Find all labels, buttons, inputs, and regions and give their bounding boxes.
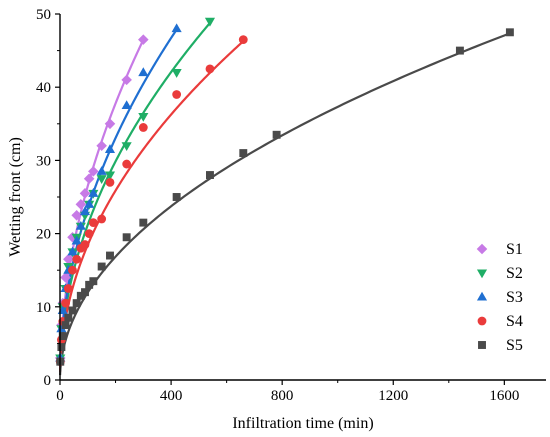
data-point-s4 (80, 240, 90, 249)
data-point-s4 (61, 298, 70, 308)
data-point-s5 (58, 332, 67, 341)
data-point-s3 (84, 199, 95, 208)
legend-label-s5: S5 (506, 337, 523, 354)
data-point-s1 (121, 74, 132, 86)
data-point-s3 (79, 206, 91, 216)
legend-marker-s4 (477, 316, 487, 326)
data-point-s4 (122, 159, 132, 169)
data-point-s2 (138, 112, 149, 122)
x-axis-title: Infiltration time (min) (232, 415, 373, 432)
data-point-s3 (71, 235, 82, 245)
data-point-s3 (138, 67, 149, 77)
data-point-s4 (172, 90, 182, 99)
data-point-s1 (79, 188, 91, 199)
data-point-s4 (68, 265, 77, 275)
data-point-s5 (81, 288, 89, 297)
y-tick-label: 50 (36, 7, 51, 23)
data-point-s3 (171, 23, 182, 33)
data-point-s4 (84, 229, 94, 239)
x-tick-label: 800 (271, 388, 294, 404)
legend-label-s4: S4 (506, 313, 523, 330)
data-point-s3 (88, 188, 99, 197)
y-tick-label: 10 (36, 300, 51, 316)
data-point-s5 (172, 193, 181, 201)
data-point-s4 (105, 177, 115, 187)
data-point-s5 (61, 321, 70, 330)
data-point-s4 (205, 64, 215, 74)
data-point-s5 (64, 313, 73, 322)
axes (59, 14, 546, 381)
data-point-s5 (505, 28, 514, 37)
data-point-s5 (239, 149, 248, 158)
data-point-s3 (67, 246, 78, 256)
data-point-s1 (88, 166, 99, 177)
x-tick-label: 1600 (489, 388, 519, 404)
legend-marker-s1 (476, 243, 488, 255)
data-point-s5 (72, 299, 81, 308)
data-point-s5 (272, 130, 281, 139)
data-point-s5 (85, 280, 94, 289)
x-tick-label: 0 (56, 388, 64, 404)
data-point-s5 (97, 262, 106, 271)
fit-curve-s2 (58, 22, 211, 372)
x-tick-label: 1200 (378, 388, 408, 404)
data-point-s1 (104, 118, 116, 130)
data-point-s2 (204, 17, 216, 27)
data-point-s5 (89, 277, 98, 286)
data-point-s5 (122, 233, 131, 242)
data-point-s5 (455, 46, 464, 55)
ticks: 0 400 800 1200 1600 0 10 20 30 40 50 (36, 7, 519, 404)
data-point-s4 (97, 214, 107, 224)
fit-curve-s3 (58, 28, 178, 371)
data-point-s1 (83, 173, 95, 184)
data-point-s4 (138, 123, 148, 132)
legend-label-s1: S1 (506, 241, 523, 258)
data-point-s3 (96, 166, 107, 175)
y-tick-label: 0 (44, 373, 52, 389)
data-point-s1 (75, 199, 87, 210)
fit-curve-s5 (58, 32, 511, 376)
x-tick-label: 400 (160, 388, 183, 404)
data-point-s2 (104, 171, 116, 181)
data-point-s1 (63, 253, 74, 265)
data-point-s1 (96, 140, 107, 152)
data-point-s2 (96, 175, 107, 184)
data-point-s5 (206, 171, 214, 179)
legend-label-s3: S3 (506, 289, 523, 306)
y-tick-label: 20 (36, 227, 51, 243)
legend-label-s2: S2 (506, 265, 523, 282)
data-point-s5 (57, 343, 66, 352)
data-point-s5 (76, 291, 85, 300)
data-point-s5 (139, 218, 148, 227)
data-point-s1 (71, 210, 82, 221)
legend-marker-s3 (476, 291, 488, 301)
y-axis-title: Wetting front (cm) (7, 137, 24, 257)
data-point-s5 (68, 306, 77, 315)
data-point-s2 (171, 69, 182, 78)
legend-marker-s5 (478, 341, 486, 349)
data-point-s4 (63, 284, 73, 293)
data-point-s5 (106, 251, 114, 260)
data-point-s4 (72, 254, 82, 264)
legend: S1 S2 S3 S4 S5 (476, 241, 523, 354)
data-point-s1 (138, 34, 149, 45)
data-point-s1 (60, 272, 71, 283)
data-point-s4 (238, 35, 248, 45)
data-point-s3 (104, 144, 116, 153)
data-point-s3 (121, 100, 132, 110)
data-points (54, 17, 514, 367)
data-point-s2 (121, 142, 132, 152)
data-point-s4 (88, 218, 98, 228)
y-tick-label: 30 (36, 153, 51, 169)
data-point-s3 (75, 221, 86, 230)
data-point-s3 (56, 323, 67, 333)
legend-marker-s2 (476, 269, 488, 279)
y-tick-label: 40 (36, 80, 51, 96)
